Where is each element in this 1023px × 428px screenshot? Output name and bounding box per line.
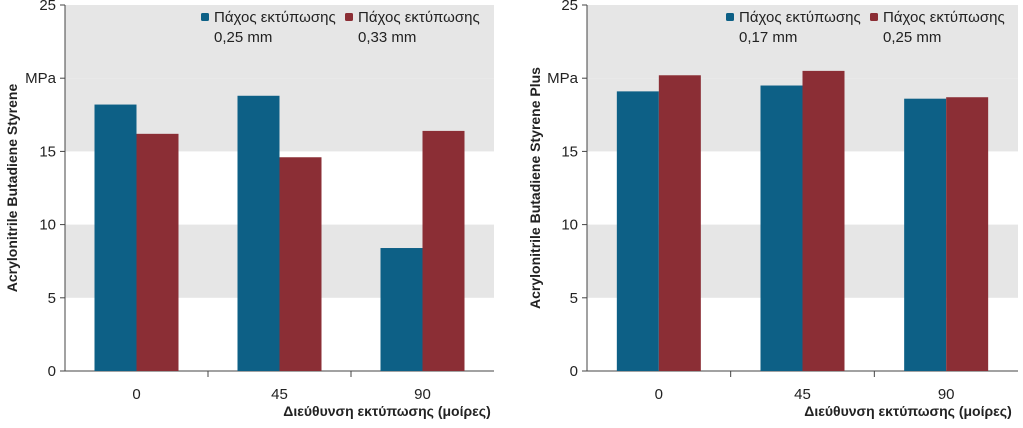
y-axis-title: Acrylonitrile Butadiene Styrene Plus <box>527 67 543 309</box>
bar-0-series-1 <box>94 104 137 371</box>
grid-band <box>587 5 1018 79</box>
y-tick-label: MPa <box>25 70 57 87</box>
y-tick-label: 0 <box>48 363 56 380</box>
x-tick-label: 0 <box>655 386 663 403</box>
bar-0-series-2 <box>136 133 179 371</box>
chart-1: 0 5 10 15 MPa 25 0 45 90 Acrylonitrile Butadiene … <box>4 0 494 419</box>
bar-45-series-1 <box>237 95 280 371</box>
legend-sublabel-series-2: 0,33 mm <box>358 29 416 46</box>
x-tick-label: 0 <box>132 386 140 403</box>
y-tick-label: 15 <box>39 143 56 160</box>
bar-45-series-2 <box>279 157 322 371</box>
bar-90-series-1 <box>380 248 423 371</box>
y-tick-label: 25 <box>39 0 56 14</box>
legend-sublabel-series-1: 0,17 mm <box>739 29 797 46</box>
bar-0-series-2 <box>658 75 701 371</box>
legend-swatch-series-2 <box>345 13 353 21</box>
y-tick-label: 5 <box>48 290 56 307</box>
y-tick-label: 25 <box>561 0 578 14</box>
legend-label-series-1: Πάχος εκτύπωσης <box>739 9 861 26</box>
legend-sublabel-series-1: 0,25 mm <box>214 29 272 46</box>
legend-label-series-2: Πάχος εκτύπωσης <box>358 9 480 26</box>
x-tick-label: 45 <box>794 386 811 403</box>
bar-0-series-1 <box>616 91 659 371</box>
legend-sublabel-series-2: 0,25 mm <box>883 29 941 46</box>
legend-label-series-1: Πάχος εκτύπωσης <box>214 9 336 26</box>
y-tick-label: MPa <box>547 70 579 87</box>
grid-band <box>65 5 494 79</box>
x-tick-label: 90 <box>414 386 431 403</box>
y-axis-title: Acrylonitrile Butadiene Styrene <box>4 84 20 293</box>
bar-45-series-1 <box>760 85 803 372</box>
x-tick-label: 90 <box>938 386 955 403</box>
y-tick-label: 5 <box>570 290 578 307</box>
x-axis-title: Διεύθυνση εκτύπωσης (μοίρες) <box>283 403 490 419</box>
legend-swatch-series-1 <box>201 13 209 21</box>
y-tick-label: 10 <box>561 217 578 234</box>
legend-label-series-2: Πάχος εκτύπωσης <box>883 9 1005 26</box>
legend-swatch-series-2 <box>870 13 878 21</box>
y-tick-label: 15 <box>561 143 578 160</box>
y-tick-label: 10 <box>39 217 56 234</box>
chart-2: 0 5 10 15 MPa 25 0 45 90 Acrylonitrile Butadiene … <box>527 0 1018 419</box>
legend-swatch-series-1 <box>726 13 734 21</box>
x-tick-label: 45 <box>271 386 288 403</box>
bar-90-series-2 <box>422 130 465 371</box>
bar-90-series-1 <box>904 98 947 372</box>
x-axis-title: Διεύθυνση εκτύπωσης (μοίρες) <box>804 403 1011 419</box>
bar-90-series-2 <box>946 97 989 372</box>
y-tick-label: 0 <box>570 363 578 380</box>
bar-45-series-2 <box>802 70 845 371</box>
